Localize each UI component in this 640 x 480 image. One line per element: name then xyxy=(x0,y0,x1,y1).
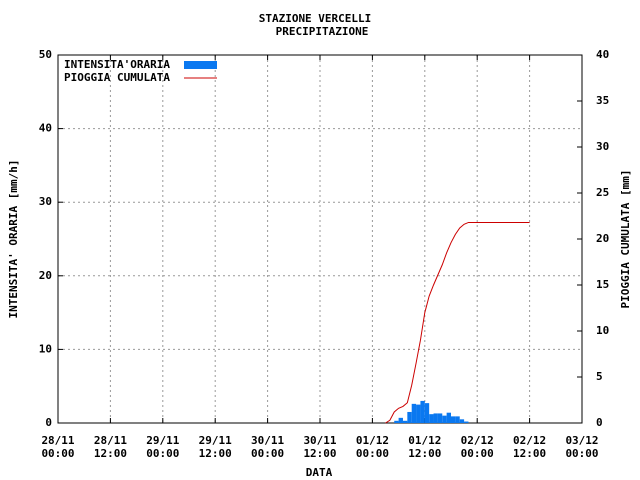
y2-tick-label: 15 xyxy=(596,278,609,291)
y2-tick-label: 25 xyxy=(596,186,609,199)
bar xyxy=(442,415,447,423)
legend-label: INTENSITA'ORARIA xyxy=(64,58,170,71)
x-axis-label: DATA xyxy=(306,466,333,479)
bar xyxy=(407,411,412,423)
y-tick-label: 10 xyxy=(39,342,52,355)
bar xyxy=(455,416,460,423)
bar xyxy=(416,404,421,423)
chart-subtitle: PRECIPITAZIONE xyxy=(276,25,369,38)
bar xyxy=(464,421,469,423)
y2-tick-label: 35 xyxy=(596,94,609,107)
bar xyxy=(459,419,465,423)
bar xyxy=(446,412,451,423)
x-tick-label: 28/11 00:00 xyxy=(41,434,74,460)
bar xyxy=(424,403,430,423)
bar xyxy=(451,416,456,423)
bar xyxy=(429,414,434,423)
y-tick-label: 30 xyxy=(39,195,52,208)
x-tick-label: 29/11 00:00 xyxy=(146,434,179,460)
x-tick-label: 01/12 12:00 xyxy=(408,434,441,460)
x-tick-label: 29/11 12:00 xyxy=(199,434,232,460)
plot-frame xyxy=(57,54,583,424)
legend-label: PIOGGIA CUMULATA xyxy=(64,71,170,84)
y2-tick-label: 40 xyxy=(596,48,609,61)
y-tick-label: 20 xyxy=(39,269,52,282)
x-tick-label: 02/12 12:00 xyxy=(513,434,546,460)
x-tick-label: 03/12 00:00 xyxy=(565,434,598,460)
x-tick-label: 30/11 00:00 xyxy=(251,434,284,460)
y2-tick-label: 30 xyxy=(596,140,609,153)
bar xyxy=(420,400,425,423)
x-tick-label: 28/11 12:00 xyxy=(94,434,127,460)
y-tick-label: 0 xyxy=(45,416,52,429)
bar xyxy=(402,420,408,423)
y-axis-label: INTENSITA' ORARIA [mm/h] xyxy=(7,160,20,319)
y2-tick-label: 20 xyxy=(596,232,609,245)
bar xyxy=(394,420,399,423)
legend-swatch xyxy=(184,61,217,69)
chart-title: STAZIONE VERCELLI xyxy=(259,12,372,25)
x-tick-label: 01/12 00:00 xyxy=(356,434,389,460)
bar xyxy=(433,413,438,423)
x-tick-label: 02/12 00:00 xyxy=(461,434,494,460)
y2-tick-label: 0 xyxy=(596,416,603,429)
y-tick-label: 50 xyxy=(39,48,52,61)
bar xyxy=(398,417,403,423)
y-tick-label: 40 xyxy=(39,122,52,135)
x-tick-label: 30/11 12:00 xyxy=(303,434,336,460)
bar xyxy=(411,403,417,423)
y2-tick-label: 5 xyxy=(596,370,603,383)
y2-tick-label: 10 xyxy=(596,324,609,337)
line xyxy=(385,221,530,424)
bar xyxy=(437,413,443,423)
y2-axis-label: PIOGGIA CUMULATA [mm] xyxy=(619,169,632,308)
